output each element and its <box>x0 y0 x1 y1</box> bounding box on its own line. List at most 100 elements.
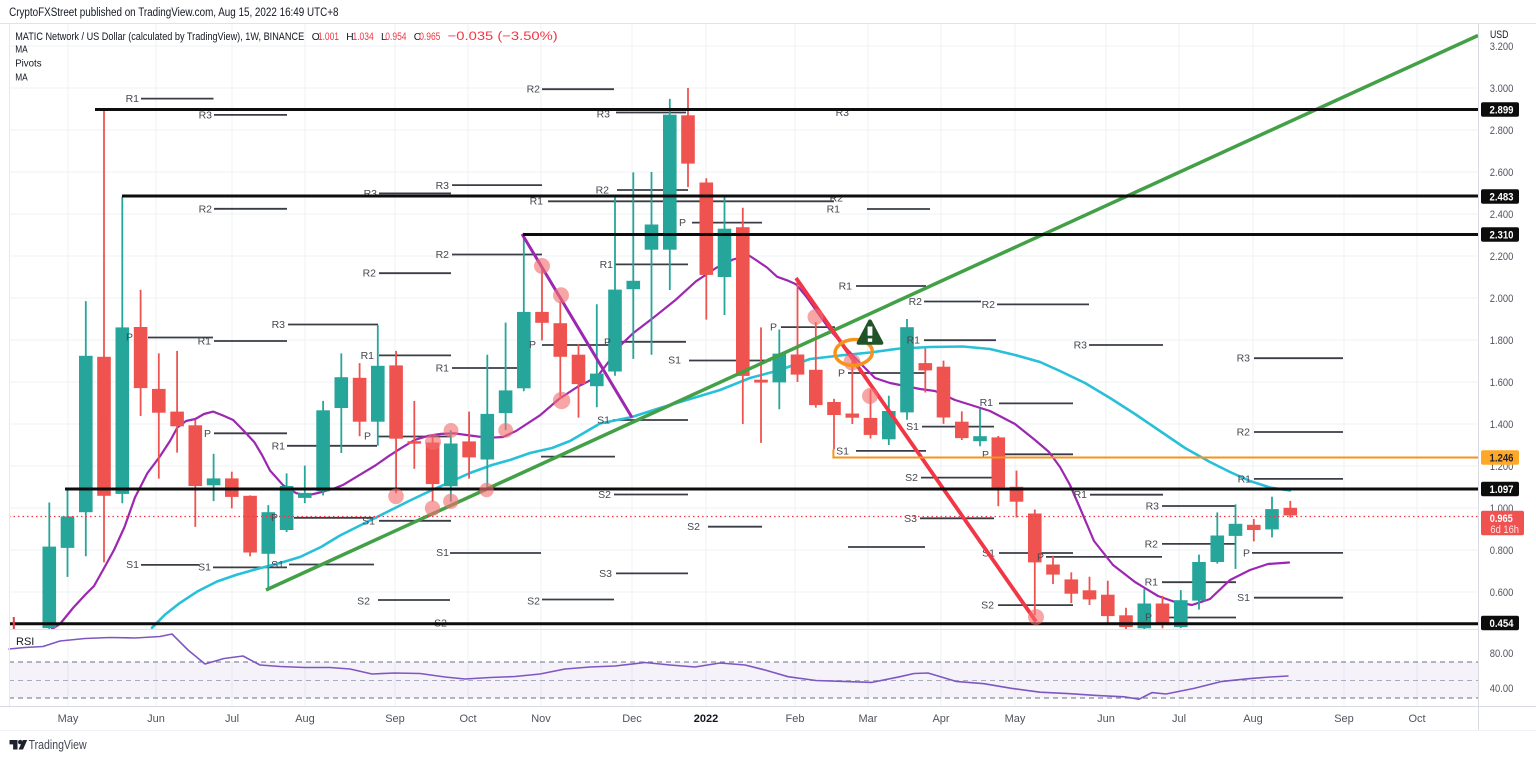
svg-text:TradingView: TradingView <box>29 737 87 752</box>
svg-text:Feb: Feb <box>786 713 805 725</box>
svg-text:S3: S3 <box>599 568 612 580</box>
svg-text:S1: S1 <box>1237 592 1250 604</box>
svg-text:Oct: Oct <box>459 713 476 725</box>
svg-text:P: P <box>126 332 133 344</box>
svg-text:3.000: 3.000 <box>1490 83 1514 95</box>
svg-text:R1: R1 <box>126 93 140 105</box>
svg-text:S2: S2 <box>598 489 611 501</box>
svg-text:1.600: 1.600 <box>1490 377 1514 389</box>
svg-text:40.00: 40.00 <box>1490 683 1514 695</box>
svg-text:R1: R1 <box>827 204 841 216</box>
svg-text:S1: S1 <box>126 559 139 571</box>
svg-text:Sep: Sep <box>385 713 405 725</box>
svg-text:Nov: Nov <box>531 713 551 725</box>
svg-text:P: P <box>1145 612 1152 624</box>
svg-text:Dec: Dec <box>622 713 642 725</box>
svg-text:0.965: 0.965 <box>1490 513 1513 525</box>
svg-text:2.310: 2.310 <box>1490 229 1514 241</box>
svg-text:R1: R1 <box>1145 577 1159 589</box>
svg-text:0.800: 0.800 <box>1490 545 1514 557</box>
svg-text:1.034: 1.034 <box>353 31 374 43</box>
svg-text:Jul: Jul <box>225 713 239 725</box>
svg-text:R2: R2 <box>527 84 541 96</box>
svg-text:S1: S1 <box>198 562 211 574</box>
svg-text:H: H <box>346 32 353 43</box>
svg-text:2.000: 2.000 <box>1490 293 1514 305</box>
svg-text:R3: R3 <box>597 109 611 121</box>
svg-text:2.400: 2.400 <box>1490 209 1514 221</box>
svg-text:80.00: 80.00 <box>1490 648 1514 660</box>
svg-text:1.800: 1.800 <box>1490 335 1514 347</box>
svg-text:O: O <box>312 32 320 43</box>
svg-text:P: P <box>204 428 211 440</box>
svg-text:S1: S1 <box>668 355 681 367</box>
svg-text:S2: S2 <box>981 600 994 612</box>
svg-text:R2: R2 <box>982 299 996 311</box>
svg-text:2022: 2022 <box>694 713 718 725</box>
svg-text:MA: MA <box>15 73 28 84</box>
svg-text:S1: S1 <box>271 559 284 571</box>
svg-text:S2: S2 <box>687 521 700 533</box>
svg-text:S1: S1 <box>836 445 849 457</box>
svg-text:1.400: 1.400 <box>1490 419 1514 431</box>
svg-text:R1: R1 <box>1074 489 1088 501</box>
svg-text:R1: R1 <box>839 281 853 293</box>
svg-text:R1: R1 <box>361 350 375 362</box>
svg-text:R1: R1 <box>198 336 212 348</box>
svg-text:R3: R3 <box>1146 501 1160 513</box>
svg-text:Jun: Jun <box>1097 713 1115 725</box>
svg-text:Jun: Jun <box>147 713 165 725</box>
svg-text:Sep: Sep <box>1334 713 1354 725</box>
svg-text:RSI: RSI <box>16 636 34 648</box>
svg-text:MA: MA <box>15 45 28 56</box>
svg-text:R1: R1 <box>980 397 994 409</box>
svg-text:S2: S2 <box>357 596 370 608</box>
svg-text:S1: S1 <box>906 421 919 433</box>
svg-text:May: May <box>58 713 79 725</box>
svg-text:1.001: 1.001 <box>318 31 339 43</box>
svg-text:CryptoFXStreet published on Tr: CryptoFXStreet published on TradingView.… <box>9 7 338 19</box>
svg-text:R1: R1 <box>600 259 614 271</box>
svg-text:R2: R2 <box>1145 538 1159 550</box>
svg-text:S1: S1 <box>362 515 375 527</box>
svg-text:Oct: Oct <box>1408 713 1425 725</box>
svg-text:Apr: Apr <box>932 713 949 725</box>
svg-text:S2: S2 <box>527 596 540 608</box>
svg-text:S1: S1 <box>436 547 449 559</box>
svg-text:6d 16h: 6d 16h <box>1490 524 1519 536</box>
svg-text:P: P <box>1243 547 1250 559</box>
svg-text:P: P <box>679 217 686 229</box>
svg-text:Aug: Aug <box>1243 713 1263 725</box>
svg-text:R2: R2 <box>363 268 377 280</box>
svg-text:1.097: 1.097 <box>1490 484 1514 496</box>
svg-text:P: P <box>1037 551 1044 563</box>
svg-text:S2: S2 <box>905 472 918 484</box>
svg-text:R3: R3 <box>436 180 450 192</box>
svg-text:1.246: 1.246 <box>1490 452 1514 464</box>
svg-text:S3: S3 <box>904 513 917 525</box>
svg-text:0.454: 0.454 <box>1490 618 1515 630</box>
svg-text:R3: R3 <box>199 110 213 122</box>
svg-text:L: L <box>381 32 387 43</box>
svg-text:R2: R2 <box>909 296 923 308</box>
svg-text:Jul: Jul <box>1172 713 1186 725</box>
svg-text:0.954: 0.954 <box>385 31 406 43</box>
svg-text:P: P <box>364 431 371 443</box>
svg-text:−0.035 (−3.50%): −0.035 (−3.50%) <box>448 29 558 43</box>
svg-text:USD: USD <box>1490 29 1508 41</box>
svg-text:Aug: Aug <box>295 713 315 725</box>
svg-text:R1: R1 <box>907 335 921 347</box>
svg-text:P: P <box>838 368 845 380</box>
svg-text:R2: R2 <box>1237 427 1251 439</box>
svg-text:R1: R1 <box>272 440 286 452</box>
svg-text:R2: R2 <box>436 249 450 261</box>
svg-text:P: P <box>529 339 536 351</box>
svg-text:2.200: 2.200 <box>1490 251 1514 263</box>
svg-text:R3: R3 <box>1074 340 1088 352</box>
svg-text:R3: R3 <box>272 319 286 331</box>
svg-text:MATIC Network / US Dollar (cal: MATIC Network / US Dollar (calculated by… <box>15 31 304 43</box>
svg-text:0.600: 0.600 <box>1490 587 1514 599</box>
svg-text:2.600: 2.600 <box>1490 167 1514 179</box>
svg-text:R1: R1 <box>1238 473 1252 485</box>
svg-text:2.483: 2.483 <box>1490 191 1514 203</box>
